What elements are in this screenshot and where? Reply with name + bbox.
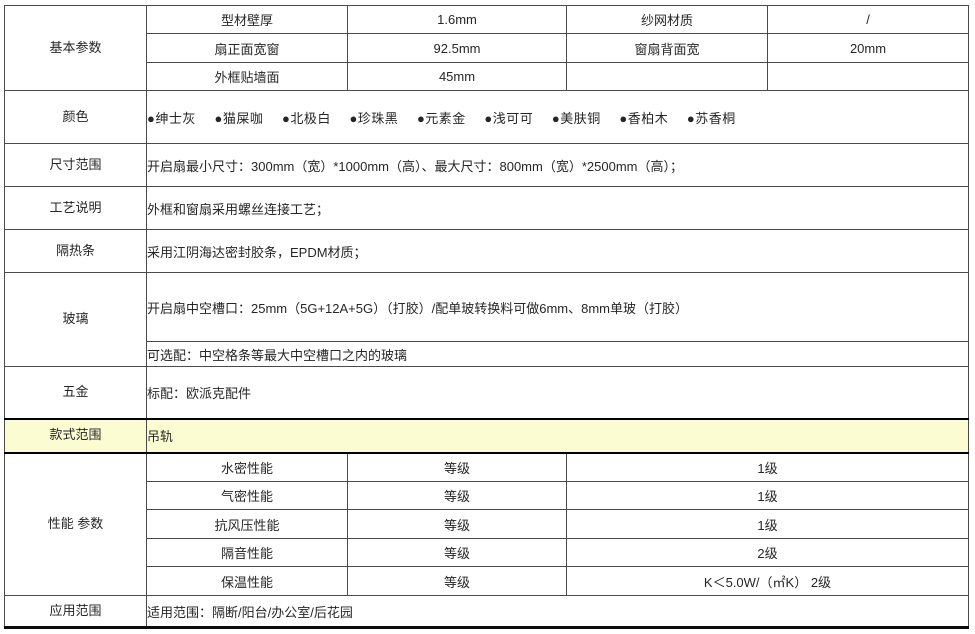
performance-metric: 等级: [347, 509, 567, 539]
basic-param-value: 20mm: [767, 33, 969, 63]
performance-name: 抗风压性能: [146, 509, 348, 539]
row-label-thermal-strip: 隔热条: [4, 229, 147, 273]
performance-name: 气密性能: [146, 481, 348, 510]
performance-metric: 等级: [347, 452, 567, 482]
row-label-glass: 玻璃: [4, 272, 147, 367]
basic-param-value-empty: [767, 62, 969, 91]
performance-row-1: 性能 参数 水密性能 等级 1级: [4, 452, 969, 596]
basic-param-name: 外框贴墙面: [146, 62, 348, 91]
performance-name: 水密性能: [146, 452, 348, 482]
color-row: 颜色 ●绅士灰 ●猫屎咖 ●北极白 ●珍珠黑 ●元素金 ●浅可可 ●美肤铜 ●香…: [4, 90, 969, 144]
basic-param-name: 扇正面宽窗: [146, 33, 348, 63]
basic-param-value: 1.6mm: [347, 5, 567, 34]
performance-value: 1级: [566, 452, 969, 482]
basic-row-2: 扇正面宽窗 92.5mm 窗扇背面宽 20mm: [5, 33, 969, 63]
thermal-strip-row: 隔热条 采用江阴海达密封胶条，EPDM材质；: [4, 229, 969, 273]
performance-row-4: 隔音性能 等级 2级: [5, 538, 969, 567]
basic-param-value: /: [767, 5, 969, 34]
craft-text: 外框和窗扇采用螺丝连接工艺；: [146, 186, 969, 230]
basic-row-1: 基本参数 型材壁厚 1.6mm 纱网材质 /: [4, 5, 969, 91]
glass-text-1: 开启扇中空槽口：25mm（5G+12A+5G）（打胶）/配单玻转换料可做6mm、…: [146, 272, 969, 342]
performance-row-5: 保温性能 等级 K＜5.0W/（㎡K） 2级: [5, 566, 969, 596]
basic-param-name: 窗扇背面宽: [566, 33, 768, 63]
performance-row-2: 气密性能 等级 1级: [5, 481, 969, 510]
application-row: 应用范围 适用范围：隔断/阳台/办公室/后花园: [4, 595, 969, 629]
row-label-hardware: 五金: [4, 366, 147, 419]
color-option: ●北极白: [281, 110, 331, 126]
basic-param-name-empty: [566, 62, 768, 91]
row-label-color: 颜色: [4, 90, 147, 144]
hardware-text: 标配：欧派克配件: [146, 366, 969, 419]
application-text: 适用范围：隔断/阳台/办公室/后花园: [146, 595, 969, 629]
basic-param-value: 45mm: [347, 62, 567, 91]
hardware-row: 五金 标配：欧派克配件: [4, 366, 969, 419]
basic-param-name: 纱网材质: [566, 5, 768, 34]
color-option: ●美肤铜: [551, 110, 601, 126]
performance-value: 1级: [566, 481, 969, 510]
row-label-style-range: 款式范围: [4, 417, 147, 454]
row-label-basic-params: 基本参数: [4, 5, 147, 91]
basic-row-3: 外框贴墙面 45mm: [5, 62, 969, 91]
craft-row: 工艺说明 外框和窗扇采用螺丝连接工艺；: [4, 186, 969, 230]
product-spec-table: 基本参数 型材壁厚 1.6mm 纱网材质 / 扇正面宽窗 92.5mm 窗扇背面…: [4, 5, 969, 629]
style-range-row: 款式范围 吊轨: [4, 417, 969, 454]
style-range-text: 吊轨: [146, 417, 969, 454]
row-label-craft-notes: 工艺说明: [4, 186, 147, 230]
performance-name: 保温性能: [146, 566, 348, 596]
performance-value: 2级: [566, 538, 969, 567]
performance-value: 1级: [566, 509, 969, 539]
thermal-strip-text: 采用江阴海达密封胶条，EPDM材质；: [146, 229, 969, 273]
row-label-size-range: 尺寸范围: [4, 143, 147, 187]
color-option: ●绅士灰: [147, 110, 196, 126]
color-option: ●珍珠黑: [349, 110, 399, 126]
performance-metric: 等级: [347, 566, 567, 596]
size-range-row: 尺寸范围 开启扇最小尺寸：300mm（宽）*1000mm（高）、最大尺寸：800…: [4, 143, 969, 187]
performance-name: 隔音性能: [146, 538, 348, 567]
performance-metric: 等级: [347, 481, 567, 510]
glass-row-2: 可选配：中空格条等最大中空槽口之内的玻璃: [5, 341, 969, 367]
row-label-performance-params: 性能 参数: [4, 452, 147, 596]
color-option: ●元素金: [416, 110, 466, 126]
size-range-text: 开启扇最小尺寸：300mm（宽）*1000mm（高）、最大尺寸：800mm（宽）…: [146, 143, 969, 187]
glass-row-1: 玻璃 开启扇中空槽口：25mm（5G+12A+5G）（打胶）/配单玻转换料可做6…: [4, 272, 969, 367]
color-option: ●浅可可: [484, 110, 534, 126]
color-option: ●苏香桐: [686, 110, 736, 126]
performance-metric: 等级: [347, 538, 567, 567]
basic-param-name: 型材壁厚: [146, 5, 348, 34]
basic-param-value: 92.5mm: [347, 33, 567, 63]
color-option: ●香柏木: [619, 110, 669, 126]
performance-row-3: 抗风压性能 等级 1级: [5, 509, 969, 539]
color-option: ●猫屎咖: [214, 110, 264, 126]
row-label-application-range: 应用范围: [4, 595, 147, 629]
performance-value: K＜5.0W/（㎡K） 2级: [566, 566, 969, 596]
glass-text-2: 可选配：中空格条等最大中空槽口之内的玻璃: [146, 341, 969, 367]
color-options-cell: ●绅士灰 ●猫屎咖 ●北极白 ●珍珠黑 ●元素金 ●浅可可 ●美肤铜 ●香柏木 …: [146, 90, 969, 144]
